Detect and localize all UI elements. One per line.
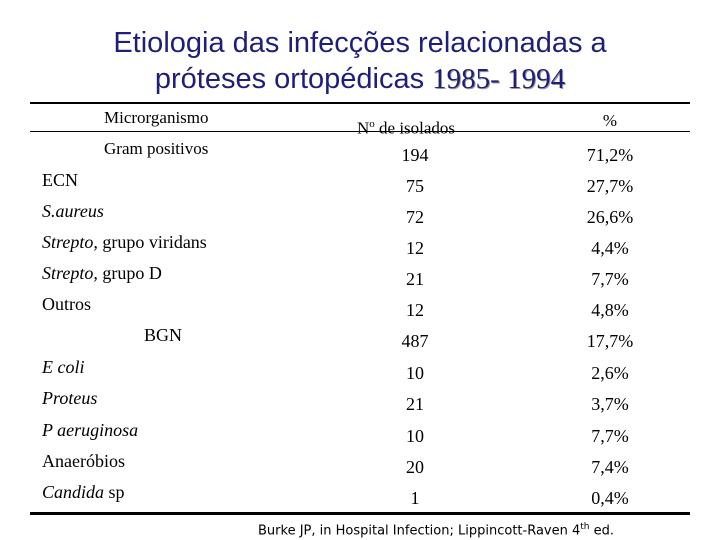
organism-genus: Candida xyxy=(42,482,105,502)
organism-group: grupo D xyxy=(97,263,162,283)
table-row-count: 1 xyxy=(410,488,420,508)
citation-sup: th xyxy=(580,522,590,532)
table-row-percent: 27,7% xyxy=(586,176,634,196)
table-row-count: 20 xyxy=(406,457,424,477)
table-row-count: 72 xyxy=(406,207,424,227)
table-row-percent: 26,6% xyxy=(586,207,634,227)
header-count: No de isolados xyxy=(357,113,455,140)
table-row-label: S.aureus xyxy=(42,201,104,221)
table-row-label: ECN xyxy=(42,170,78,190)
header-count-sup: o xyxy=(369,118,375,130)
slide-title-line2: próteses ortopédicas 1985- 1994 xyxy=(0,62,720,96)
table-row-label: E coli xyxy=(42,357,85,377)
table-row-percent: 7,4% xyxy=(591,457,629,477)
citation-text: Burke JP, in Hospital Infection; Lippinc… xyxy=(258,523,581,539)
table-row-count: 21 xyxy=(406,394,424,414)
table-row-label: Strepto, grupo viridans xyxy=(42,231,207,253)
table-row-count: 194 xyxy=(401,145,429,165)
table-row-percent: 2,6% xyxy=(591,363,629,383)
table-row-count: 75 xyxy=(406,176,424,196)
table-row-count: 487 xyxy=(401,331,429,351)
citation-suffix: ed. xyxy=(589,523,614,539)
table-row-label: Gram positivos xyxy=(104,139,209,158)
table-row-label: P aeruginosa xyxy=(42,420,139,440)
table-row-label: Strepto, grupo D xyxy=(42,262,162,284)
table-row-percent: 7,7% xyxy=(591,426,629,446)
table-row-count: 12 xyxy=(406,300,424,320)
table-row-percent: 7,7% xyxy=(591,269,629,289)
table-row-label: Anaeróbios xyxy=(42,451,125,471)
title-years: 1985- 1994 xyxy=(432,63,566,95)
table-row-count: 21 xyxy=(406,269,424,289)
header-organism: Microrganismo xyxy=(104,108,209,127)
table-row-count: 10 xyxy=(406,426,424,446)
table-row-label: Candida sp xyxy=(42,481,125,503)
table-row-percent: 4,4% xyxy=(591,238,629,258)
title-text: próteses ortopédicas xyxy=(154,63,433,95)
table-row-count: 12 xyxy=(406,238,424,258)
source-citation: Burke JP, in Hospital Infection; Lippinc… xyxy=(258,518,614,540)
table-row-percent: 4,8% xyxy=(591,300,629,320)
table-row-percent: 3,7% xyxy=(591,394,629,414)
table-row-percent: 71,2% xyxy=(586,145,634,165)
table-row-label: Outros xyxy=(42,294,91,314)
header-percent: % xyxy=(602,111,618,130)
header-count-suffix: de isolados xyxy=(374,118,456,138)
slide-title-line1: Etiologia das infecções relacionadas a xyxy=(113,27,607,59)
header-count-prefix: N xyxy=(357,118,370,138)
organism-genus: Strepto, xyxy=(42,232,98,252)
table-bottom-rule xyxy=(30,512,690,515)
table-row-percent: 0,4% xyxy=(591,488,629,508)
table-row-count: 10 xyxy=(406,363,424,383)
organism-group: grupo viridans xyxy=(97,232,207,252)
organism-species: sp xyxy=(104,482,125,502)
header-rule xyxy=(30,131,690,132)
table-row-percent: 17,7% xyxy=(586,331,634,351)
table-row-label: Proteus xyxy=(42,388,98,408)
table-row-label: BGN xyxy=(144,325,183,345)
organism-genus: Strepto, xyxy=(42,263,98,283)
table-top-rule xyxy=(30,102,690,104)
